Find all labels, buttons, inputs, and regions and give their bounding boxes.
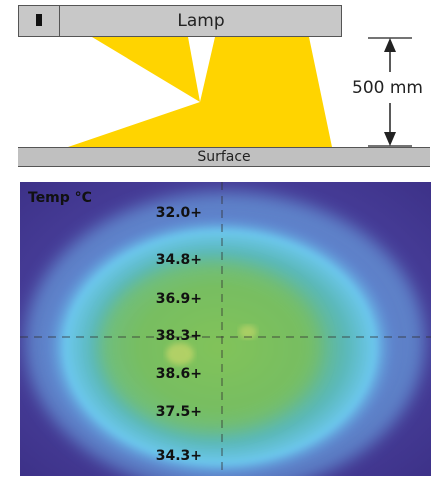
- temperature-reading: 34.8+: [155, 252, 202, 268]
- distance-arrow: [368, 37, 412, 147]
- light-beam-gap: [188, 37, 215, 102]
- lamp-housing: [18, 5, 342, 37]
- arrow-up-icon: [384, 38, 396, 52]
- thermal-image: [20, 182, 431, 476]
- temperature-reading: 34.3+: [155, 448, 202, 464]
- surface-label: Surface: [197, 149, 251, 165]
- lamp-label: Lamp: [177, 11, 225, 31]
- temperature-title: Temp °C: [28, 190, 92, 206]
- light-cone: [68, 37, 332, 147]
- distance-label: 500 mm: [352, 78, 423, 98]
- heat-core: [100, 262, 320, 432]
- temperature-reading: 38.6+: [155, 366, 202, 382]
- lamp-switch-icon: [36, 14, 42, 26]
- temperature-reading: 38.3+: [155, 328, 202, 344]
- lamp-switch-box: [18, 5, 60, 37]
- arrow-down-icon: [384, 132, 396, 146]
- temperature-reading: 36.9+: [155, 291, 202, 307]
- temperature-reading: 37.5+: [155, 404, 202, 420]
- surface: [18, 147, 430, 167]
- temperature-reading: 32.0+: [155, 205, 202, 221]
